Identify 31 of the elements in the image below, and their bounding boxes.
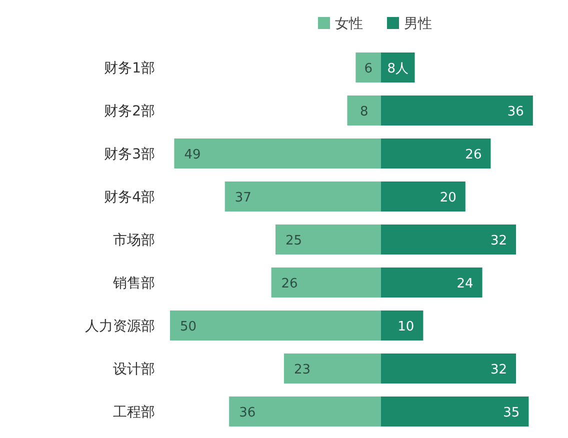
y-tick-label: 财务4部 xyxy=(104,190,155,206)
data-label: 10 xyxy=(398,320,414,334)
data-label: 37 xyxy=(234,190,252,206)
data-label: 49 xyxy=(184,148,201,162)
y-tick-label: 设计部 xyxy=(113,362,155,378)
data-label: 23 xyxy=(294,362,310,378)
data-label: 8人 xyxy=(387,62,409,76)
y-tick-label: 市场部 xyxy=(113,232,155,248)
data-label: 26 xyxy=(281,276,298,292)
bar xyxy=(347,96,381,126)
y-tick-label: 财务3部 xyxy=(104,146,155,162)
y-tick-label: 财务2部 xyxy=(104,104,155,120)
data-label: 24 xyxy=(456,276,474,292)
y-tick-label: 财务1部 xyxy=(104,60,155,76)
data-label: 20 xyxy=(440,190,456,206)
data-label: 32 xyxy=(490,234,508,248)
y-tick-label: 销售部 xyxy=(112,276,155,292)
legend-label: 女性 xyxy=(335,16,363,32)
bar xyxy=(381,310,424,340)
data-label: 26 xyxy=(465,148,482,162)
data-label: 50 xyxy=(180,320,197,334)
y-tick-label: 人力资源部 xyxy=(85,318,155,334)
data-label: 35 xyxy=(503,406,520,420)
data-label: 6 xyxy=(364,62,372,76)
data-label: 25 xyxy=(286,234,302,248)
data-label: 36 xyxy=(507,104,524,120)
data-label: 32 xyxy=(490,362,508,378)
legend-label: 男性 xyxy=(404,16,432,32)
data-label: 8 xyxy=(360,104,368,120)
y-tick-label: 工程部 xyxy=(113,404,155,420)
data-label: 36 xyxy=(239,406,256,420)
